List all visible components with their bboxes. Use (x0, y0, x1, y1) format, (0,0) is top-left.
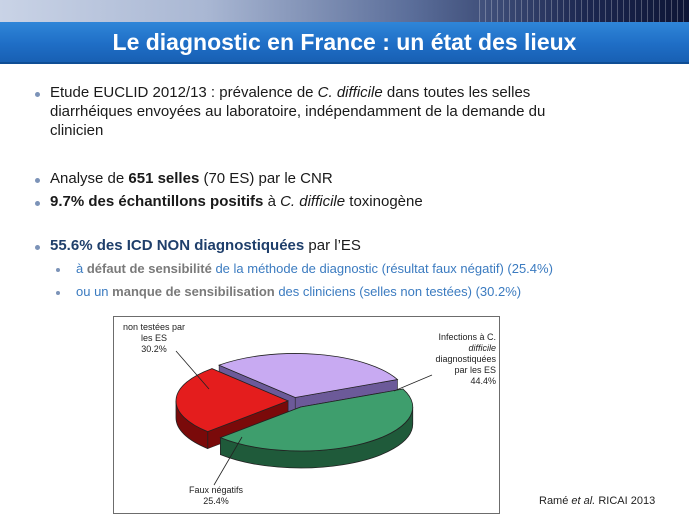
top-decoration-bar (0, 0, 689, 22)
pie-leader-lines (175, 350, 433, 486)
bullet-dot (35, 201, 40, 206)
slide-title: Le diagnostic en France : un état des li… (112, 29, 577, 55)
reference-citation: Ramé et al. RICAI 2013 (539, 495, 656, 507)
bullet-euclid-line1: Etude EUCLID 2012/13 : prévalence de C. … (50, 84, 531, 101)
pie-slice-diagnosed (219, 388, 414, 452)
bullet-positifs: 9.7% des échantillons positifs à C. diff… (50, 193, 423, 210)
bullet-euclid-line3: clinicien (50, 122, 104, 139)
label-false-negatives: Faux négatifs 25.4% (188, 485, 244, 506)
bullet-euclid-line2: diarrhéiques envoyées au laboratoire, in… (50, 103, 546, 120)
pie-chart (175, 350, 433, 486)
label-untested: non testées par les ES 30.2% (122, 322, 186, 354)
bullet-analyse: Analyse de 651 selles (70 ES) par le CNR (50, 170, 333, 187)
bullet-dot (35, 92, 40, 97)
top-stripes (479, 0, 689, 22)
pie-slice-false-negatives (175, 368, 290, 433)
bullet-dot (35, 245, 40, 250)
leader-false-negatives (213, 436, 243, 486)
title-bar: Le diagnostic en France : un état des li… (0, 22, 689, 64)
pie-chart-box: non testées par les ES 30.2% Infections … (113, 316, 500, 514)
leader-diagnosed (393, 374, 433, 392)
subbullet-sensibilisation: ou un manque de sensibilisation des clin… (76, 284, 522, 299)
pie-slice-untested (218, 353, 399, 398)
bullet-euclid: Etude EUCLID 2012/13 : prévalence de C. … (50, 83, 670, 140)
leader-untested (175, 350, 210, 390)
label-diagnosed: Infections à C. difficile diagnostiquées… (435, 332, 496, 386)
bullet-icd: 55.6% des ICD NON diagnostiquées par l’E… (50, 237, 361, 254)
pie-slices (175, 353, 414, 452)
subbullet-dot (56, 268, 60, 272)
subbullet-dot (56, 291, 60, 295)
subbullet-sensibilite: à défaut de sensibilité de la méthode de… (76, 261, 553, 276)
bullet-dot (35, 178, 40, 183)
